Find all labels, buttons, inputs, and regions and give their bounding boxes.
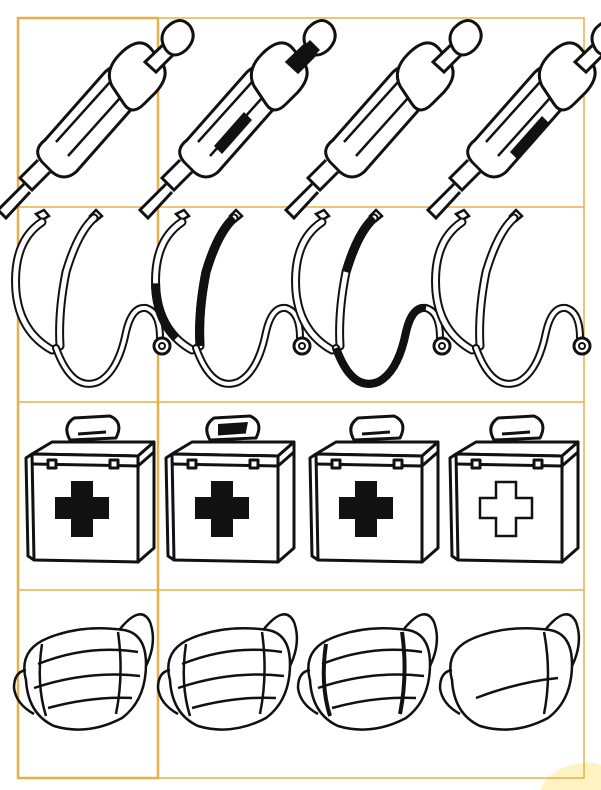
stethoscope-option-earpiece-tube-shaded[interactable] (296, 210, 450, 384)
face-mask-option-single-pleat[interactable] (438, 613, 581, 731)
stethoscope-option-tube-shaded[interactable] (156, 210, 310, 384)
first-aid-kit-option-handle-shaded[interactable] (164, 414, 296, 564)
stethoscope-reference[interactable] (16, 210, 170, 384)
syringe-option-plunger-shaded[interactable] (138, 18, 337, 220)
first-aid-kit-option-plain[interactable] (308, 414, 440, 564)
first-aid-kit-option-cross-hollow[interactable] (448, 414, 580, 564)
reference-column-outline (16, 16, 160, 780)
face-mask-option-pleats-shaded[interactable] (296, 613, 439, 731)
corner-decoration (540, 762, 601, 790)
face-mask-reference[interactable] (12, 613, 155, 731)
face-mask-option-plain[interactable] (156, 613, 299, 731)
syringe-option-barrel-shaded[interactable] (426, 18, 601, 220)
stethoscope-option-plain[interactable] (436, 210, 590, 384)
first-aid-kit-reference[interactable] (24, 414, 156, 564)
